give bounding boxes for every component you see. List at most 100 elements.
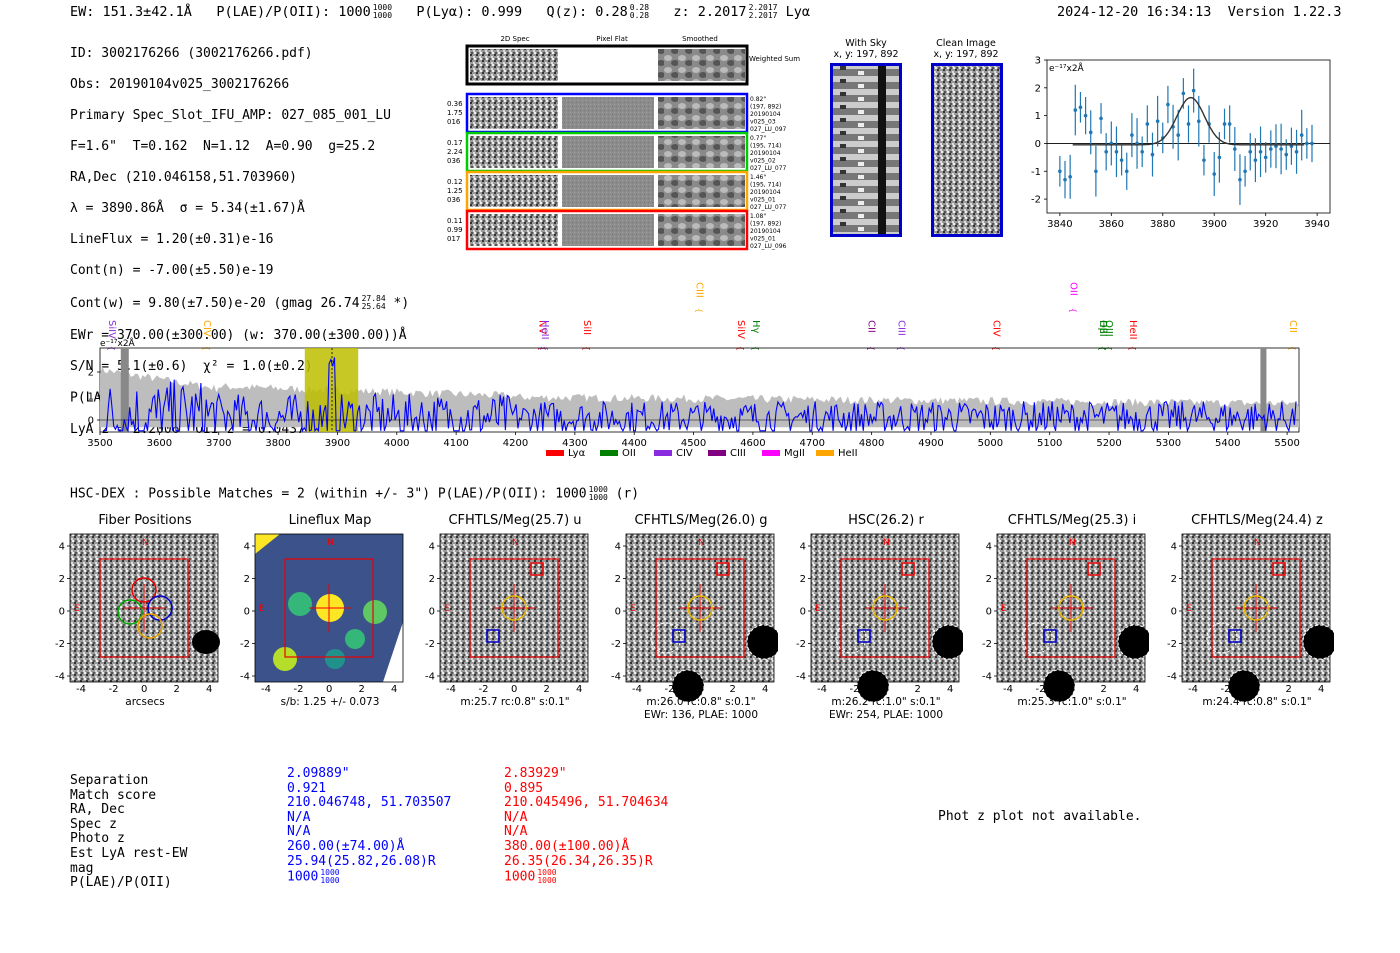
zoom-point	[1222, 122, 1227, 126]
info-lambda: λ = 3890.86Å σ = 5.34(±1.67)Å	[70, 200, 305, 216]
bright-source	[671, 669, 705, 702]
panel-xtick-label: 4	[391, 684, 398, 695]
zoom-point	[1284, 152, 1289, 157]
contw-sup: 27.84	[361, 294, 386, 303]
panel-xtick-label: -4	[632, 684, 642, 695]
full-xtick-label: 4000	[384, 438, 409, 449]
zoom-point	[1191, 88, 1196, 93]
cutout-panel: N E 4 2 0 -2 -4	[425, 533, 589, 683]
z-sup: 2.2017	[748, 3, 778, 12]
weighted-2d	[470, 49, 558, 81]
emission-line-label: Hγ	[750, 320, 761, 334]
east-label: E	[444, 604, 450, 614]
zoom-point	[1094, 169, 1098, 174]
panel-caption: m:25.7 rc:0.8" s:0.1"	[460, 696, 570, 708]
contw-text: Cont(w) = 9.80(±7.50)e-20 (gmag 26.74	[70, 295, 360, 311]
legend-swatch	[816, 450, 834, 456]
cutout-left-label: 1.25	[447, 187, 463, 195]
match-value: 380.00(±100.00)Å	[504, 838, 630, 854]
aperture-circle	[687, 595, 713, 621]
plae-value: P(LAE)/P(OII): 1000	[216, 4, 371, 20]
zoom-point	[1155, 119, 1160, 123]
panel-caption: s/b: 1.25 +/- 0.073	[280, 696, 380, 708]
panel-xtick-label: -2	[1035, 684, 1046, 695]
match-1-marker	[1043, 629, 1057, 643]
panel-ytick-label: 4	[1171, 542, 1177, 553]
cutout-left-label: 2.24	[447, 148, 463, 156]
emission-line-bracket: {	[695, 308, 704, 313]
match-1-marker	[857, 629, 871, 643]
panel-ytick-label: 0	[59, 607, 65, 618]
zoom-ytick-label: -1	[1031, 167, 1041, 178]
full-spectrum-line	[103, 357, 1297, 433]
match-row-label: Est LyA rest-EW	[70, 845, 188, 861]
panel-xtick-label: 0	[141, 684, 148, 695]
match-2-marker	[1272, 562, 1286, 576]
zoom-xtick-label: 3880	[1150, 219, 1175, 230]
lineflux-blob	[345, 629, 365, 649]
full-xtick-label: 3800	[265, 438, 290, 449]
zoom-point	[1181, 91, 1186, 96]
match-labels: Separation Match score RA, Dec Spec z Photo …	[70, 773, 188, 891]
panel-frame	[1181, 533, 1331, 683]
match-2-marker	[716, 562, 730, 576]
panel-ytick-label: -4	[240, 672, 250, 683]
cutout-row-frame	[465, 209, 749, 251]
info-params: F=1.6" T=0.162 N=1.12 A=0.90 g=25.2	[70, 138, 376, 154]
panel-title: CFHTLS/Meg(25.7) u	[448, 513, 582, 528]
panel-ytick-label: 2	[244, 574, 250, 585]
zoom-point	[1078, 105, 1083, 110]
mask-region	[120, 348, 129, 432]
emission-line-bracket: {	[896, 346, 905, 351]
bright-source	[192, 630, 220, 654]
bright-source	[1117, 624, 1149, 660]
cutout-right-label: 0.77"	[750, 135, 766, 142]
weighted-flat	[558, 49, 658, 81]
z-value: z: 2.2017	[673, 4, 747, 20]
match-1-marker	[1228, 629, 1242, 643]
mask-region	[1260, 348, 1267, 432]
clean-title: Clean Image x, y: 197, 892	[930, 38, 1002, 60]
zoom-point	[1140, 150, 1144, 154]
panel-xtick-label: 2	[729, 684, 736, 695]
cutout-right-label: (197, 892)	[750, 104, 781, 111]
cutout-right-label: (197, 892)	[750, 221, 781, 228]
legend-swatch	[654, 450, 672, 456]
emission-line-bracket: {	[540, 346, 549, 351]
timestamp: 2024-12-20 16:34:13	[1057, 4, 1212, 20]
plya-value: P(Lyα): 0.999	[416, 4, 523, 20]
panel-title: CFHTLS/Meg(24.4) z	[1191, 513, 1323, 528]
zoom-point	[1217, 155, 1222, 160]
qz-sub: 0.28	[629, 11, 650, 20]
emission-line-label: CII	[866, 320, 877, 333]
cutout-left-label: 0.36	[447, 100, 463, 108]
panel-frame	[810, 533, 960, 683]
match-value: 26.35(26.34,26.35)R	[504, 853, 653, 869]
full-ytick-label: 2	[88, 368, 94, 379]
panel-ytick-label: 0	[1171, 607, 1177, 618]
cutout-smooth	[658, 214, 745, 246]
panel-xtick-label: 0	[326, 684, 333, 695]
north-label: N	[142, 538, 149, 548]
emission-line-bracket: {	[736, 346, 745, 351]
lineflux-blob	[273, 647, 297, 671]
cutout-left-label: 0.11	[447, 217, 463, 225]
panel-xtick-label: 2	[1285, 684, 1292, 695]
zoom-point	[1073, 108, 1078, 112]
col-2d-label: 2D Spec	[500, 35, 529, 43]
cutout-right-label: 20190104	[750, 111, 781, 118]
search-box	[1026, 558, 1116, 658]
panel-ytick-label: -4	[982, 672, 992, 683]
panel-ytick-label: 4	[59, 542, 65, 553]
cutout-right-label: 20190104	[750, 189, 781, 196]
aperture-circle	[1243, 595, 1269, 621]
panel-ytick-label: -2	[796, 639, 806, 650]
panel-ytick-label: 4	[800, 542, 806, 553]
cutout-right-label: 027_LU_077	[750, 204, 787, 211]
panel-xtick-label: -4	[817, 684, 827, 695]
qz-sup: 0.28	[629, 3, 650, 12]
cutout-flat	[562, 175, 654, 207]
emission-line-label: CIV	[201, 320, 212, 337]
legend-label: OII	[622, 448, 636, 459]
cutout-left-label: 036	[447, 196, 461, 204]
